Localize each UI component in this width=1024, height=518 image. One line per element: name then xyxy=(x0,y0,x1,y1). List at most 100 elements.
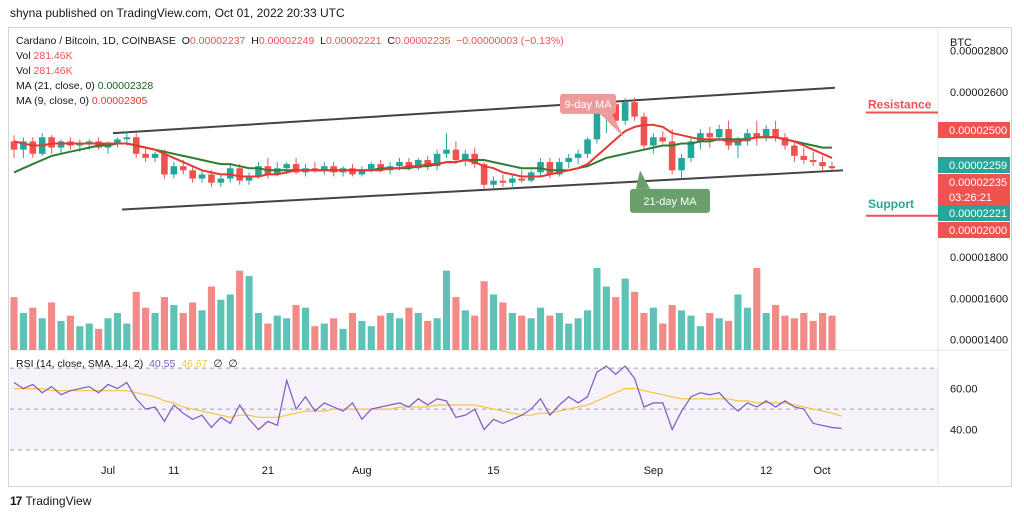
volume-bar xyxy=(76,326,84,350)
volume-bar xyxy=(10,297,18,350)
volume-bar xyxy=(753,268,761,350)
volume-bar xyxy=(772,305,780,350)
volume-bar xyxy=(527,318,535,350)
price-tag-box xyxy=(938,122,1010,138)
volume-bar xyxy=(142,307,150,350)
candle-body xyxy=(358,170,366,175)
symbol-title[interactable]: Cardano / Bitcoin, 1D, COINBASE xyxy=(16,35,176,47)
candle-body xyxy=(179,166,187,171)
volume-bar xyxy=(536,307,545,350)
candle-body xyxy=(499,180,507,183)
candle-body xyxy=(781,137,789,146)
volume-bar xyxy=(555,312,563,350)
tradingview-logo[interactable]: 17 TradingView xyxy=(10,494,91,508)
volume-bar xyxy=(170,305,178,350)
legend-ma21[interactable]: MA (21, close, 0) 0.00002328 xyxy=(16,79,564,94)
legend-vol1[interactable]: Vol 281.46K xyxy=(16,49,564,64)
vol1-label: Vol xyxy=(16,50,31,62)
candle-body xyxy=(236,168,243,181)
candle-body xyxy=(828,166,836,169)
volume-bar xyxy=(189,302,197,350)
volume-bar xyxy=(743,307,751,350)
candle-body xyxy=(283,164,290,169)
close-label: C xyxy=(387,35,395,47)
volume-bar xyxy=(57,320,65,350)
ma9-callout: 9-day MA xyxy=(560,93,624,138)
legend-vol2[interactable]: Vol 281.46K xyxy=(16,64,564,79)
candle-body xyxy=(734,141,742,146)
candle-body xyxy=(659,137,667,142)
candle-body xyxy=(198,174,206,179)
legend-ma9[interactable]: MA (9, close, 0) 0.00002305 xyxy=(16,94,564,109)
chart-frame xyxy=(8,27,1012,487)
candle-body xyxy=(443,149,450,154)
close-value: 0.00002235 xyxy=(394,35,451,47)
candle-body xyxy=(809,159,817,163)
candle-body xyxy=(255,166,262,177)
candle-body xyxy=(151,153,159,158)
candle-body xyxy=(772,129,779,138)
ma9-callout-label: 9-day MA xyxy=(564,99,612,111)
candle-body xyxy=(85,141,93,144)
volume-bar xyxy=(668,305,676,350)
candle-body xyxy=(762,129,770,138)
volume-bar xyxy=(320,323,328,350)
ma21-callout-box xyxy=(630,188,710,213)
volume-bar xyxy=(762,312,770,350)
candle-body xyxy=(189,170,196,179)
ma9-value: 0.00002305 xyxy=(91,95,148,107)
volume-bar xyxy=(715,318,723,350)
volume-bar xyxy=(452,297,460,350)
ma21-value: 0.00002328 xyxy=(97,80,154,92)
volume-bar xyxy=(123,323,131,350)
volume-bar xyxy=(273,315,281,350)
time-axis-label: 12 xyxy=(760,465,772,477)
candle-body xyxy=(687,141,695,158)
candle-body xyxy=(29,141,37,154)
tradingview-brand-text: TradingView xyxy=(25,494,92,508)
volume-bar xyxy=(405,307,413,350)
candle-body xyxy=(631,102,638,117)
rsi-sma-line xyxy=(14,388,842,418)
candle-body xyxy=(433,153,441,167)
volume-bar xyxy=(725,320,733,350)
volume-bar xyxy=(800,312,808,350)
volume-bar xyxy=(339,328,347,350)
vol2-value: 281.46K xyxy=(33,65,73,77)
volume-bar xyxy=(489,294,498,350)
candle-body xyxy=(574,153,582,158)
candle-body xyxy=(565,157,573,163)
volume-bar xyxy=(696,326,704,350)
volume-bar xyxy=(499,302,507,350)
volume-bar xyxy=(113,312,121,350)
candle-body xyxy=(208,174,215,183)
volume-bar xyxy=(217,299,225,350)
price-tag-box xyxy=(938,174,1010,190)
candle-body xyxy=(480,164,488,185)
price-tag-box xyxy=(938,222,1010,238)
candle-body xyxy=(462,153,469,160)
volume-bar xyxy=(254,312,263,350)
time-axis-label: 15 xyxy=(487,465,499,477)
candle-body xyxy=(650,137,657,146)
volume-bar xyxy=(358,320,366,350)
ma9-line xyxy=(13,123,833,178)
volume-bar xyxy=(677,310,686,350)
candle-body xyxy=(217,178,225,183)
ma21-callout-label: 21-day MA xyxy=(643,196,697,208)
support-label: Support xyxy=(868,197,914,211)
candle-body xyxy=(791,145,798,156)
price-tag-box xyxy=(938,205,1010,221)
volume-bar xyxy=(19,312,27,350)
time-axis-label: 11 xyxy=(168,465,179,477)
candle-body xyxy=(753,133,761,138)
rsi-value: 40.55 xyxy=(149,358,176,370)
rsi-legend[interactable]: RSI (14, close, SMA, 14, 2) 40.55 46.67 … xyxy=(16,358,237,370)
rsi-tick-label: 60.00 xyxy=(950,384,978,396)
volume-bar xyxy=(207,286,216,350)
price-tag-box xyxy=(938,157,1010,173)
ma9-callout-box xyxy=(560,93,616,114)
price-tick-label: 0.00002600 xyxy=(950,87,1008,99)
rsi-pane xyxy=(10,365,938,451)
